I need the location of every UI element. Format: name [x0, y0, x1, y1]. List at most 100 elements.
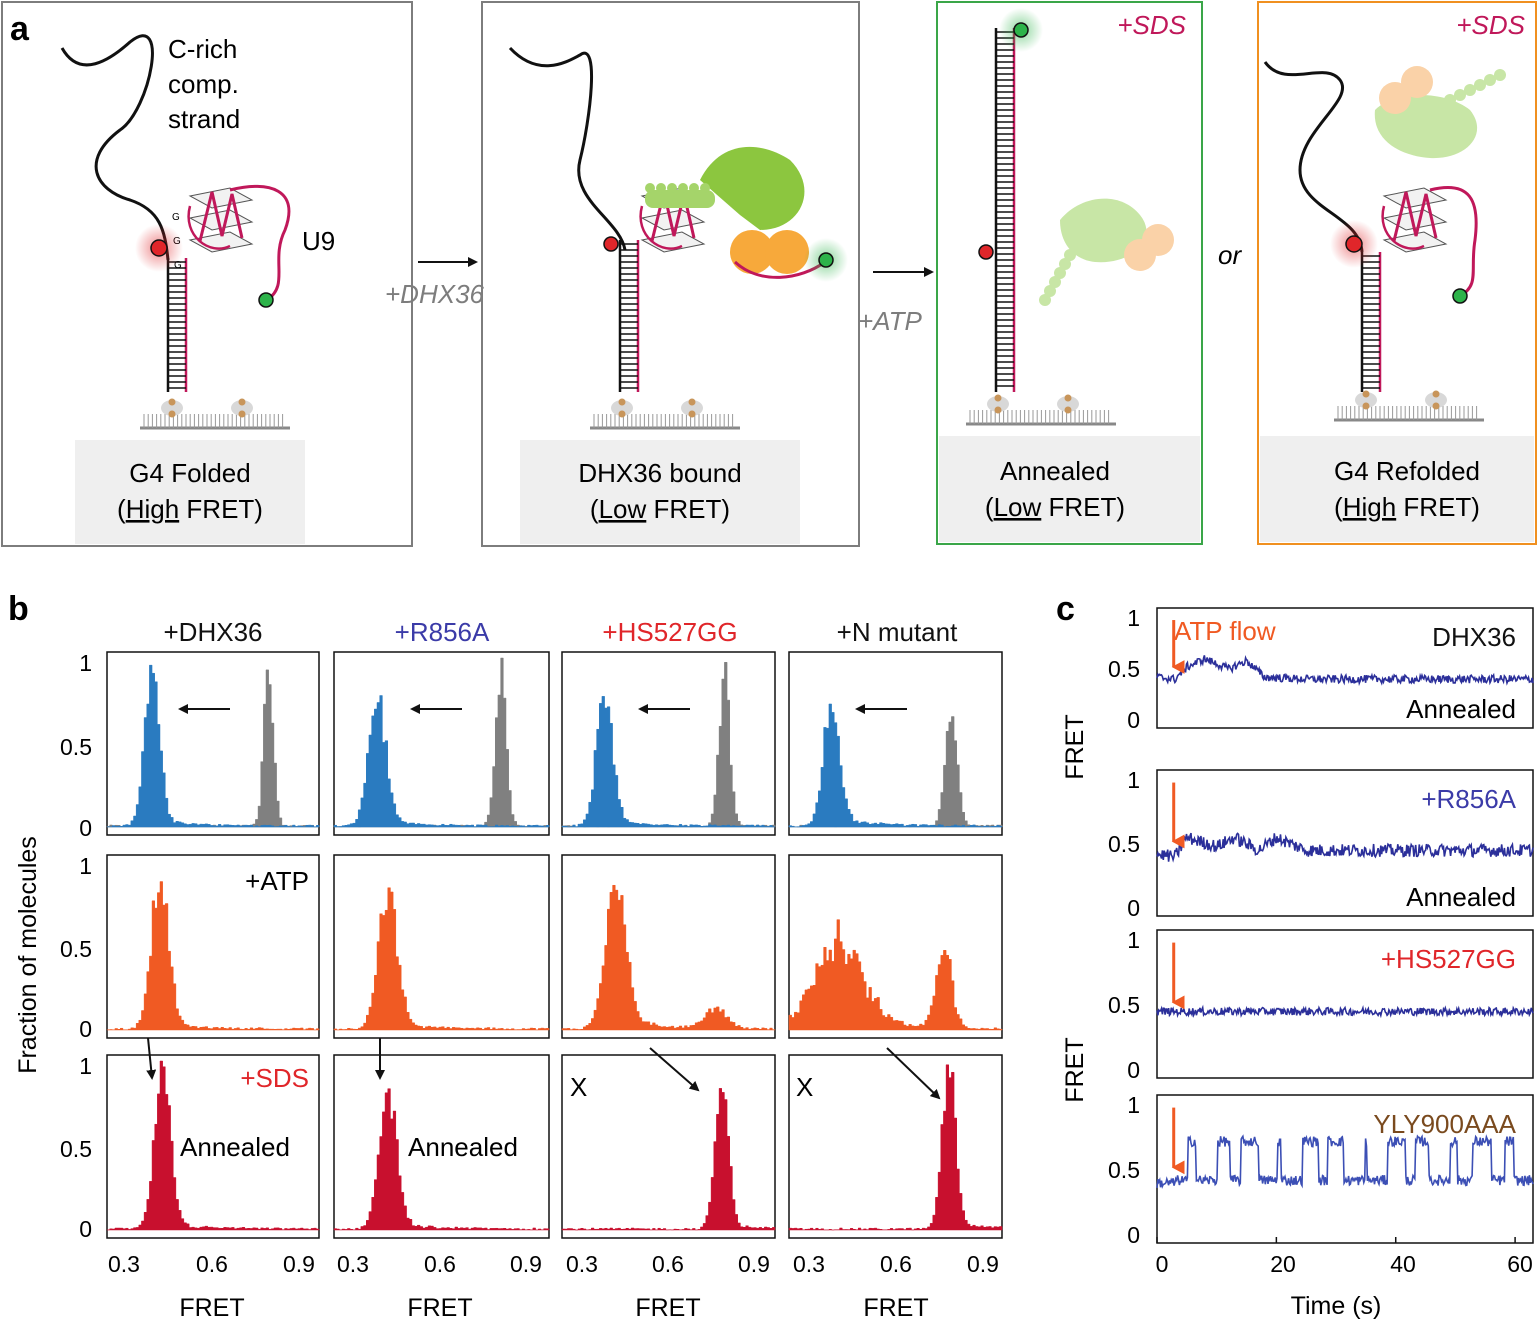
arrow1-label: +DHX36: [385, 279, 485, 309]
trace-name-label: DHX36: [1432, 622, 1516, 652]
xtick-label: 0.9: [738, 1251, 770, 1277]
trace-panel: 1 0.5 0 +R856A Annealed: [1108, 767, 1534, 921]
xtick-labels-c: 0 20 40 60: [1156, 1251, 1533, 1277]
dhx36-n-term: [645, 190, 715, 208]
c-rich-annotation: C-rich comp. strand: [168, 34, 240, 134]
acceptor-cy5-icon: [818, 252, 834, 268]
xtick-labels-b: 0.3 0.6 0.9 0.3 0.6 0.9 0.3 0.6 0.9 0.3 …: [108, 1251, 999, 1277]
fret-trace-line: [1156, 832, 1534, 863]
biotin-icon: [1432, 390, 1440, 398]
ytick-label: 1: [1127, 767, 1140, 793]
column-title-hs527gg: +HS527GG: [602, 617, 737, 647]
biotin-icon: [688, 398, 696, 406]
dhx36-helix-bead: [1494, 69, 1506, 81]
column-title-r856a: +R856A: [395, 617, 490, 647]
panel-a: a G4 Folded (High FRET) DHX36 bound (Low…: [1, 1, 1537, 547]
sds-label: +SDS: [240, 1063, 309, 1093]
atp-label: +ATP: [245, 866, 309, 896]
histogram-panel: [333, 651, 550, 836]
donor-cy3-icon: [978, 244, 994, 260]
transition-arrow: [649, 1047, 700, 1092]
ytick-labels-row3: 1 0.5 0: [60, 1053, 92, 1242]
c-rich-strand: [508, 46, 627, 251]
ytick-labels-row2: 1 0.5 0: [60, 853, 92, 1042]
dhx36-helix-bead: [678, 183, 688, 193]
histogram-frame: [333, 1054, 550, 1239]
acceptor-cy5-icon: [1452, 288, 1468, 304]
biotin-icon: [1432, 402, 1440, 410]
g-label: G: [174, 260, 182, 271]
xtick-label: 0.6: [880, 1251, 912, 1277]
neutravidin-icon: [1425, 392, 1447, 408]
ytick-label: 0: [79, 815, 92, 841]
histogram-frame: [561, 1054, 776, 1239]
histogram-series: [106, 1060, 320, 1231]
neutravidin-icon: [611, 400, 633, 416]
c-rich-strand: [60, 34, 170, 261]
dhx36-helix-bead: [1454, 89, 1466, 101]
neutravidin-icon: [681, 400, 703, 416]
dhx36-helix-bead: [1464, 84, 1476, 96]
dhx36-helix-bead: [1484, 74, 1496, 86]
panel-c-label: c: [1056, 590, 1075, 628]
donor-cy3-icon: [1345, 235, 1363, 253]
ytick-label: 1: [79, 853, 92, 879]
xtick-label: 0.6: [196, 1251, 228, 1277]
trace-name-label: YLY900AAA: [1373, 1109, 1516, 1139]
biotin-icon: [994, 406, 1002, 414]
caption-line2: (Low FRET): [590, 494, 730, 524]
dhx36-helix-bead: [1059, 258, 1071, 270]
histogram-grid: [106, 651, 1003, 1239]
g4-loop: [187, 205, 231, 250]
c-rich-strand: [1263, 61, 1364, 253]
histogram-series: [333, 695, 550, 828]
donor-cy3-icon: [603, 236, 619, 252]
frame-g4-folded: [1, 1, 413, 547]
sds-label-refolded: +SDS: [1456, 10, 1525, 40]
trace-status-label: Annealed: [1406, 882, 1516, 912]
annealed-label: Annealed: [408, 1132, 518, 1162]
dhx36-icon: [700, 146, 805, 230]
dhx36-helix-bead: [645, 183, 655, 193]
ytick-label: 0.5: [1108, 831, 1140, 857]
xtick-label: 0.3: [793, 1251, 825, 1277]
x-mark: X: [796, 1072, 813, 1102]
xtick-label: 0.3: [337, 1251, 369, 1277]
ytick-labels-row1: 1 0.5 0: [60, 650, 92, 841]
u9-tail: [229, 184, 291, 302]
biotin-icon: [1064, 394, 1072, 402]
trace-frame: [1156, 929, 1534, 1079]
annotation-line: strand: [168, 104, 240, 134]
xtick-label: 60: [1507, 1251, 1533, 1277]
panel-a-label: a: [10, 10, 30, 48]
histogram-series: [788, 919, 1003, 1031]
atp-flow-label: ATP flow: [1174, 616, 1276, 646]
histogram-panel: [561, 651, 776, 836]
histogram-series: [561, 884, 776, 1031]
histogram-series: [333, 887, 550, 1031]
transition-arrow: [146, 1037, 157, 1080]
ytick-label: 1: [1127, 927, 1140, 953]
dhx36-released-icon: [1060, 198, 1147, 263]
ytick-label: 0.5: [1108, 992, 1140, 1018]
panel-b-ylabel: Fraction of molecules: [14, 836, 42, 1074]
biotin-icon: [618, 398, 626, 406]
dhx36-helix-bead: [667, 183, 677, 193]
biotin-icon: [238, 410, 246, 418]
dhx36-helix-bead: [700, 183, 710, 193]
neutravidin-icon: [161, 400, 183, 416]
biotin-icon: [168, 410, 176, 418]
xtick-label: 0.6: [652, 1251, 684, 1277]
trace-panel: 1 0.5 0 YLY900AAA: [1108, 1092, 1534, 1248]
recA-domain-icon: [1401, 66, 1433, 98]
caption-line2: (High FRET): [1334, 492, 1480, 522]
panel-c-xlabel: Time (s): [1291, 1292, 1382, 1320]
histogram-panel: [106, 854, 320, 1039]
g4-backbone: [198, 191, 244, 242]
xtick-label: 0.6: [424, 1251, 456, 1277]
caption-annealed: Annealed (Low FRET): [939, 436, 1200, 542]
caption-line1: G4 Refolded: [1334, 456, 1480, 486]
biotin-icon: [618, 410, 626, 418]
caption-g4-refolded: G4 Refolded (High FRET): [1260, 436, 1534, 542]
caption-line1: Annealed: [1000, 456, 1110, 486]
